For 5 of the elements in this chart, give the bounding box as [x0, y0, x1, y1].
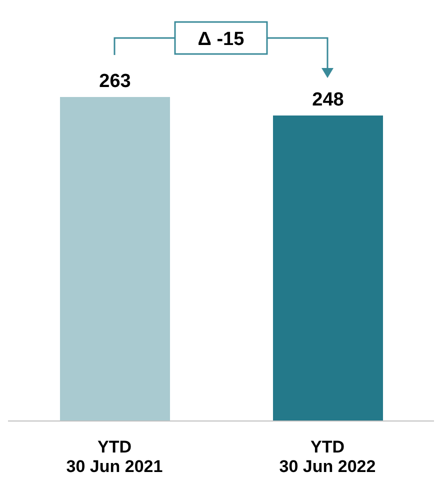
data-label: 248	[312, 89, 344, 110]
data-label: 263	[99, 71, 131, 92]
text: Δ -15	[198, 29, 245, 50]
x-tick-label: YTD 30 Jun 2022	[279, 437, 376, 476]
x-tick-label: YTD 30 Jun 2021	[66, 437, 163, 476]
